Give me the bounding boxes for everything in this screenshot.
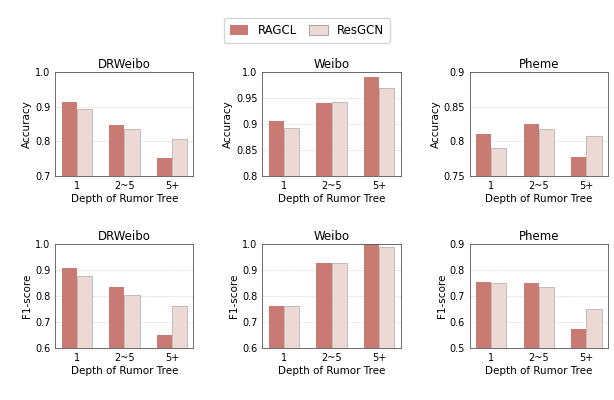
Bar <box>476 134 491 400</box>
Y-axis label: F1-score: F1-score <box>230 274 239 318</box>
Bar <box>379 247 394 400</box>
Bar <box>316 103 332 400</box>
Bar <box>284 306 299 400</box>
Bar <box>172 306 187 400</box>
Bar <box>524 124 539 400</box>
Bar <box>124 295 139 400</box>
X-axis label: Depth of Rumor Tree: Depth of Rumor Tree <box>485 366 593 376</box>
Legend: RAGCL, ResGCN: RAGCL, ResGCN <box>223 18 391 43</box>
Bar <box>539 287 554 400</box>
Bar <box>77 276 92 400</box>
Bar <box>109 287 124 400</box>
Bar <box>586 136 602 400</box>
Title: Pheme: Pheme <box>519 58 559 71</box>
X-axis label: Depth of Rumor Tree: Depth of Rumor Tree <box>71 194 178 204</box>
Bar <box>316 263 332 400</box>
Title: Weibo: Weibo <box>314 230 349 243</box>
Bar <box>539 129 554 400</box>
Title: DRWeibo: DRWeibo <box>98 230 151 243</box>
Bar <box>364 77 379 400</box>
Y-axis label: Accuracy: Accuracy <box>22 100 33 148</box>
Bar <box>61 268 77 400</box>
Bar <box>61 102 77 400</box>
Bar <box>269 306 284 400</box>
Bar <box>124 129 139 400</box>
Bar <box>571 157 586 400</box>
Title: Pheme: Pheme <box>519 230 559 243</box>
Title: DRWeibo: DRWeibo <box>98 58 151 71</box>
X-axis label: Depth of Rumor Tree: Depth of Rumor Tree <box>278 366 385 376</box>
Bar <box>157 335 172 400</box>
X-axis label: Depth of Rumor Tree: Depth of Rumor Tree <box>71 366 178 376</box>
Y-axis label: F1-score: F1-score <box>22 274 33 318</box>
Y-axis label: Accuracy: Accuracy <box>223 100 233 148</box>
Bar <box>524 284 539 400</box>
Bar <box>491 148 507 400</box>
X-axis label: Depth of Rumor Tree: Depth of Rumor Tree <box>485 194 593 204</box>
Bar <box>379 88 394 400</box>
Bar <box>476 282 491 400</box>
Bar <box>571 329 586 400</box>
Bar <box>364 244 379 400</box>
Bar <box>332 102 347 400</box>
Bar <box>269 122 284 400</box>
Bar <box>491 284 507 400</box>
Bar <box>157 158 172 400</box>
Bar <box>77 109 92 400</box>
X-axis label: Depth of Rumor Tree: Depth of Rumor Tree <box>278 194 385 204</box>
Bar <box>172 139 187 400</box>
Bar <box>332 262 347 400</box>
Bar <box>586 310 602 400</box>
Title: Weibo: Weibo <box>314 58 349 71</box>
Y-axis label: F1-score: F1-score <box>437 274 447 318</box>
Bar <box>284 128 299 400</box>
Y-axis label: Accuracy: Accuracy <box>430 100 440 148</box>
Bar <box>109 125 124 400</box>
